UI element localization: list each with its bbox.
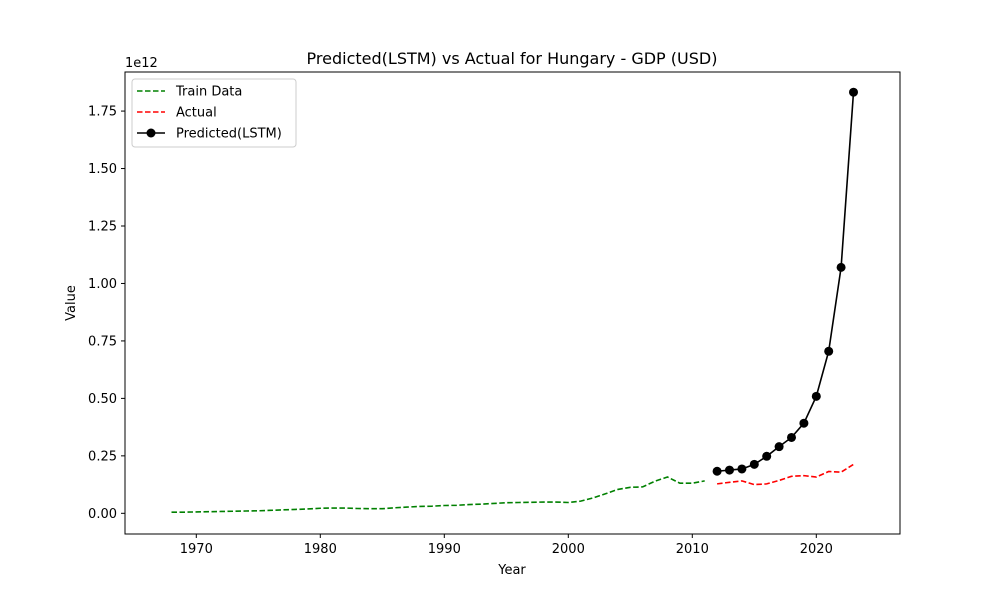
- y-tick-label: 1.00: [88, 277, 117, 292]
- y-tick-label: 0.75: [88, 334, 117, 349]
- legend-marker: [146, 128, 156, 138]
- legend-label: Actual: [176, 106, 217, 121]
- y-tick-label: 0.25: [88, 449, 117, 464]
- series-point: [774, 442, 784, 452]
- y-axis-ticks: 0.00 0.25 0.50 0.75 1.00 1.25 1.50 1.75: [88, 105, 125, 522]
- x-tick-label: 1990: [428, 542, 461, 557]
- legend-box: [131, 78, 297, 148]
- legend-label: Predicted(LSTM): [176, 127, 282, 142]
- x-tick-label: 1970: [180, 542, 213, 557]
- x-tick-label: 1980: [304, 542, 337, 557]
- series-point: [762, 451, 772, 461]
- y-tick-label: 1.50: [88, 162, 117, 177]
- series-point: [749, 459, 759, 469]
- series-layer: [171, 87, 858, 513]
- series-line-2: [717, 92, 855, 473]
- series-point: [836, 262, 846, 272]
- series-point: [849, 87, 858, 97]
- y-tick-label: 1.25: [88, 220, 117, 235]
- x-tick-label: 2020: [800, 542, 833, 557]
- x-tick-label: 2010: [676, 542, 709, 557]
- y-tick-label: 1.75: [88, 105, 117, 120]
- series-point: [712, 466, 722, 476]
- y-tick-label: 0.00: [88, 507, 117, 522]
- series-line-1: [716, 463, 854, 486]
- y-offset-label: 1e12: [125, 56, 158, 71]
- x-axis-ticks: 1970 1980 1990 2000 2010 2020: [180, 534, 833, 557]
- chart-title: Predicted(LSTM) vs Actual for Hungary - …: [307, 49, 718, 68]
- series-point: [737, 464, 747, 474]
- series-point: [799, 418, 809, 428]
- y-tick-label: 0.50: [88, 392, 117, 407]
- legend-label: Train Data: [175, 85, 242, 100]
- y-axis-label: Value: [64, 285, 79, 321]
- series-point: [824, 346, 834, 356]
- series-point: [725, 465, 734, 475]
- series-point: [787, 432, 796, 442]
- series-line-0: [171, 476, 705, 513]
- series-point: [811, 391, 821, 401]
- x-axis-label: Year: [497, 563, 526, 578]
- legend: Train Data Actual Predicted(LSTM): [131, 78, 297, 148]
- plot-area-frame: [124, 71, 901, 535]
- x-tick-label: 2000: [552, 542, 585, 557]
